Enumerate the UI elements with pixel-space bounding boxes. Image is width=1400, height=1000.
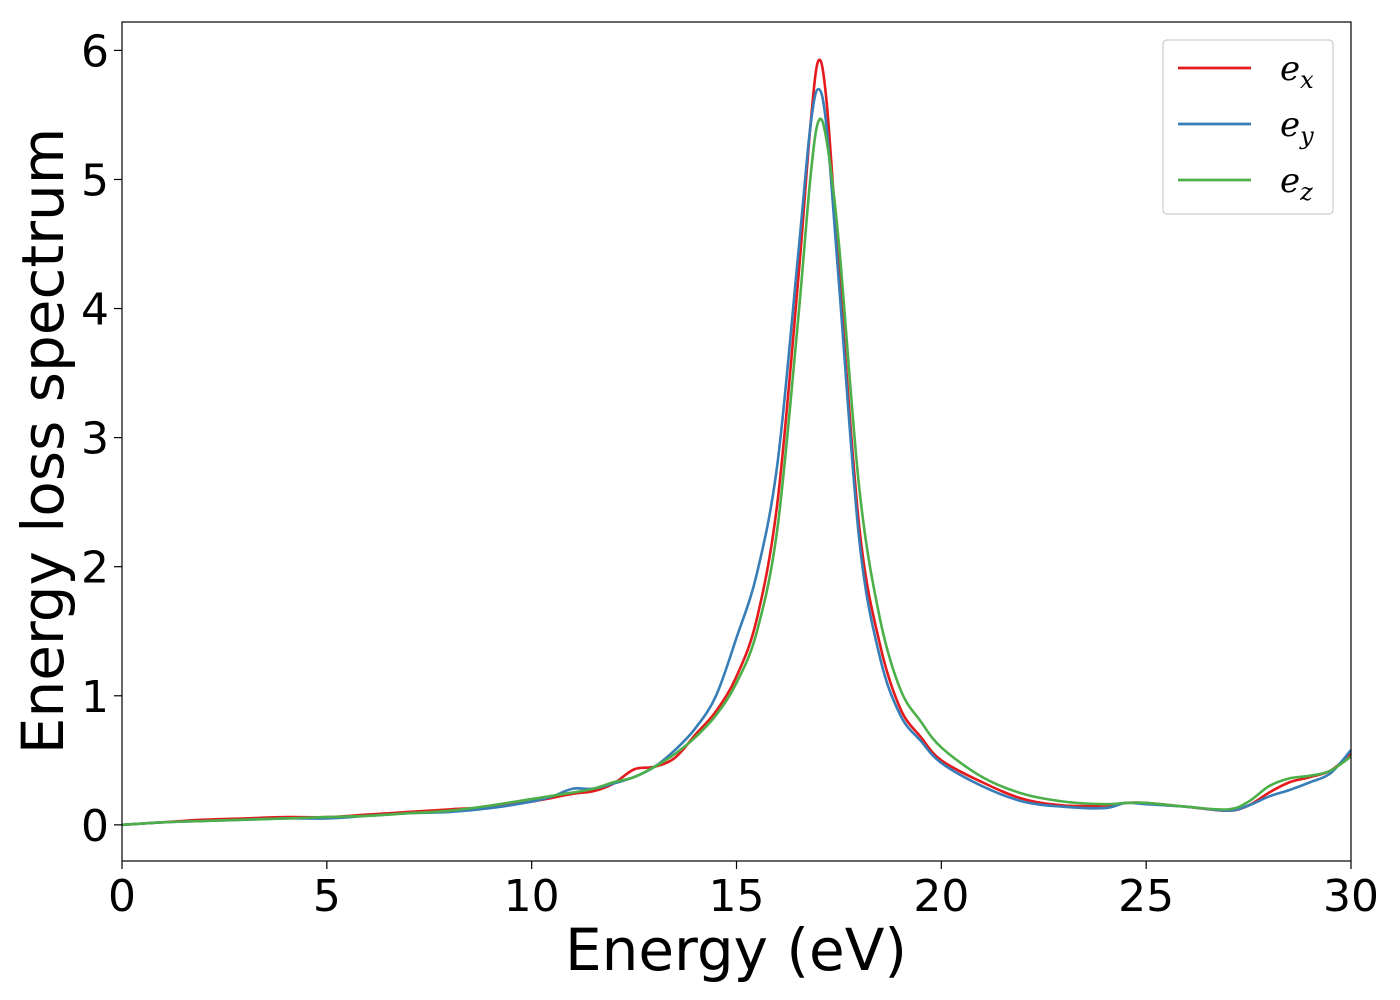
- legend-label-base: e: [1280, 161, 1300, 201]
- x-axis-title: Energy (eV): [565, 916, 907, 984]
- legend-label-subscript: y: [1299, 122, 1314, 150]
- plot-area: [122, 22, 1351, 861]
- legend-label: ey: [1280, 105, 1314, 150]
- x-tick-label: 15: [709, 871, 765, 922]
- y-tick-label: 5: [81, 155, 109, 206]
- plot-frame: [121, 21, 1352, 862]
- y-axis-title: Energy loss spectrum: [9, 128, 77, 754]
- series-lines: [121, 58, 1352, 827]
- x-axis-ticks: 0 5 10 15 20 25 30: [108, 861, 1379, 922]
- legend-label-subscript: x: [1300, 66, 1314, 94]
- x-tick-label: 25: [1118, 871, 1174, 922]
- legend-label-base: e: [1280, 105, 1300, 145]
- legend-label-subscript: z: [1299, 178, 1313, 206]
- y-tick-label: 0: [81, 801, 109, 852]
- x-tick-label: 10: [504, 871, 560, 922]
- x-tick-label: 30: [1323, 871, 1379, 922]
- y-tick-label: 3: [81, 414, 109, 465]
- x-tick-label: 20: [913, 871, 969, 922]
- legend-frame: [1162, 39, 1334, 215]
- legend-label-base: e: [1280, 49, 1300, 89]
- y-tick-label: 2: [81, 543, 109, 594]
- y-tick-label: 6: [81, 26, 109, 77]
- x-tick-label: 0: [108, 871, 136, 922]
- y-tick-label: 1: [81, 672, 109, 723]
- y-axis-ticks: 0 1 2 3 4 5 6: [81, 26, 122, 852]
- series-line-e-z: [121, 117, 1352, 827]
- legend-label: ez: [1280, 161, 1313, 206]
- legend-label: ex: [1280, 49, 1314, 94]
- x-tick-label: 5: [313, 871, 341, 922]
- y-tick-label: 4: [81, 285, 109, 336]
